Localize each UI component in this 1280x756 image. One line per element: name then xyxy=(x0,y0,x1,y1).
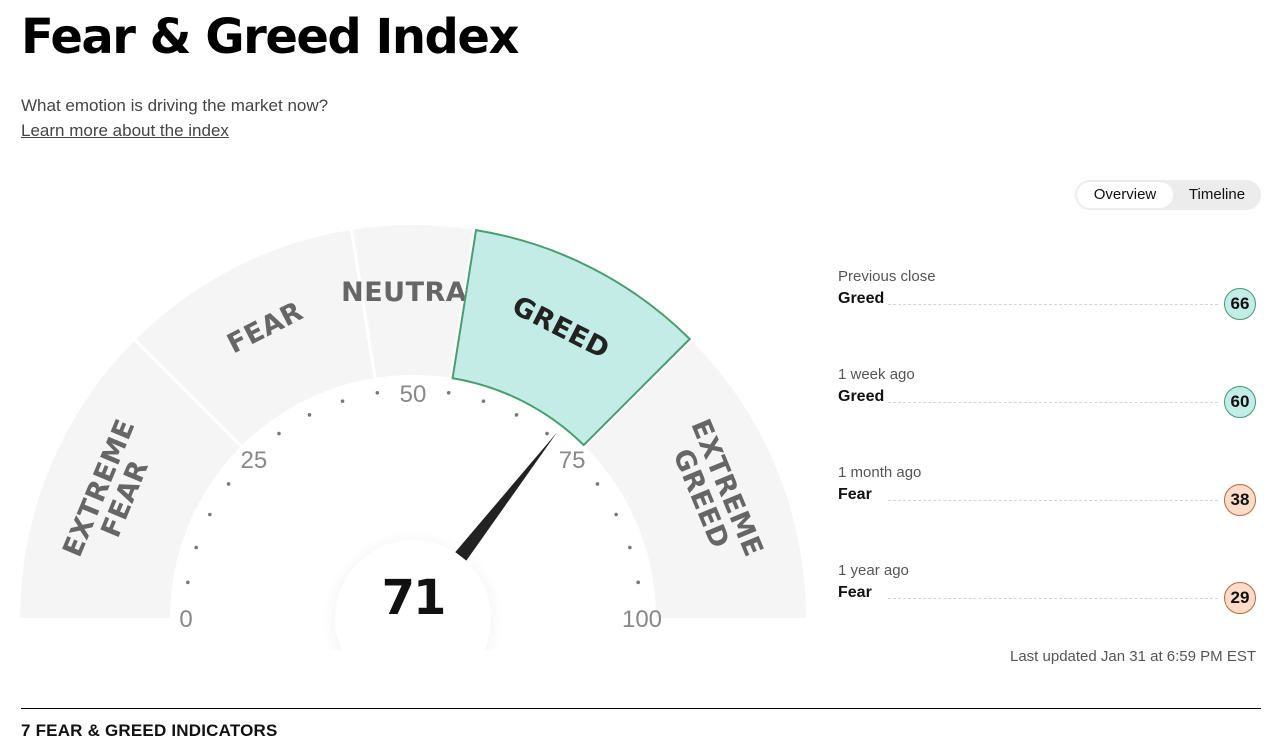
dotted-leader xyxy=(888,598,1218,599)
history-item-1-week-ago: 1 week ago Greed 60 xyxy=(838,366,1258,426)
gauge-tick-dot xyxy=(186,580,190,585)
history-score-badge: 60 xyxy=(1224,386,1256,418)
history-rating: Greed xyxy=(838,388,885,405)
gauge-segment-extreme-greed xyxy=(585,341,806,618)
tab-overview[interactable]: Overview xyxy=(1077,182,1173,208)
gauge-scale-label: 75 xyxy=(559,447,586,474)
history-label: Previous close xyxy=(838,268,936,285)
gauge-segment-neutral xyxy=(353,225,473,378)
gauge-hub xyxy=(335,540,491,650)
gauge-tick-dot xyxy=(307,413,312,417)
history-rating: Fear xyxy=(838,584,872,601)
gauge-tick-dot xyxy=(226,482,231,486)
history-label: 1 month ago xyxy=(838,464,922,481)
learn-more-link[interactable]: Learn more about the index xyxy=(21,121,229,140)
gauge-tick-dot xyxy=(375,391,380,395)
history-score-badge: 29 xyxy=(1224,582,1256,614)
history-rating: Fear xyxy=(838,486,872,503)
history-score-badge: 38 xyxy=(1224,484,1256,516)
gauge-segment-fear xyxy=(136,230,374,446)
gauge-tick-dot xyxy=(514,413,519,417)
gauge-tick-dot xyxy=(481,399,486,403)
gauge-tick-dot xyxy=(446,391,451,395)
page-subtitle: What emotion is driving the market now? xyxy=(21,96,329,115)
gauge-current-value: 71 xyxy=(382,570,445,626)
history-rating: Greed xyxy=(838,290,885,307)
page-title: Fear & Greed Index xyxy=(21,9,519,65)
gauge-tick-dot xyxy=(595,482,600,486)
tab-timeline[interactable]: Timeline xyxy=(1188,186,1246,203)
gauge-scale-label: 50 xyxy=(400,381,427,408)
history-label: 1 year ago xyxy=(838,562,909,579)
gauge-scale-label: 0 xyxy=(179,606,192,633)
dotted-leader xyxy=(888,500,1218,501)
gauge-tick-dot xyxy=(194,545,198,550)
gauge-label-neutral: NEUTRAL xyxy=(341,277,485,308)
gauge-tick-dot xyxy=(277,431,281,436)
history-item-1-month-ago: 1 month ago Fear 38 xyxy=(838,464,1258,524)
history-score-badge: 66 xyxy=(1224,288,1256,320)
history-item-1-year-ago: 1 year ago Fear 29 xyxy=(838,562,1258,622)
gauge-tick-dot xyxy=(340,399,345,403)
gauge-tick-dot xyxy=(208,512,212,517)
gauge-needle xyxy=(455,432,558,561)
section-divider xyxy=(21,708,1261,709)
gauge-tick-dot xyxy=(636,580,640,585)
view-toggle: Overview Timeline xyxy=(1075,180,1261,210)
gauge-tick-dot xyxy=(614,512,618,517)
gauge-segment-greed xyxy=(451,228,692,447)
last-updated: Last updated Jan 31 at 6:59 PM EST xyxy=(1010,648,1256,665)
dotted-leader xyxy=(888,304,1218,305)
history-label: 1 week ago xyxy=(838,366,915,383)
gauge-scale-label: 25 xyxy=(241,447,268,474)
gauge-segment-extreme-fear xyxy=(20,341,241,618)
dotted-leader xyxy=(888,402,1218,403)
history-item-previous-close: Previous close Greed 66 xyxy=(838,268,1258,328)
gauge-tick-dot xyxy=(545,431,549,436)
gauge-scale-label: 100 xyxy=(622,606,662,633)
indicators-heading: 7 FEAR & GREED INDICATORS xyxy=(21,721,278,740)
gauge-tick-dot xyxy=(628,545,632,550)
